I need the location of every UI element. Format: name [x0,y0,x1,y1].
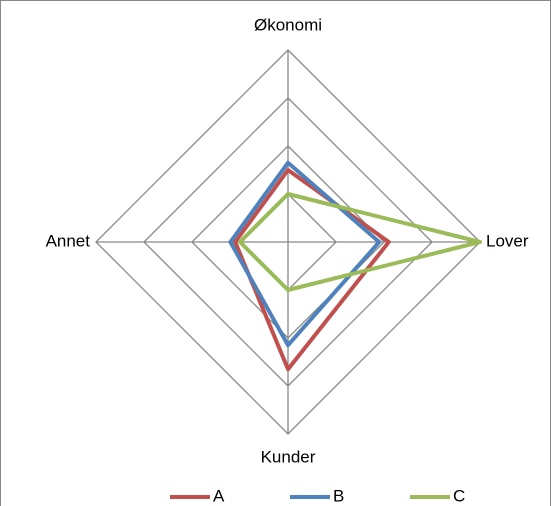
series-line [238,192,482,292]
legend-label: A [213,486,225,505]
category-label: Lover [486,231,529,250]
series-line [233,168,391,372]
category-label: Økonomi [254,15,322,34]
series-line [228,160,382,348]
legend-label: C [453,486,465,505]
category-label: Kunder [261,447,316,466]
legend-label: B [333,486,344,505]
category-label: Annet [46,231,91,250]
